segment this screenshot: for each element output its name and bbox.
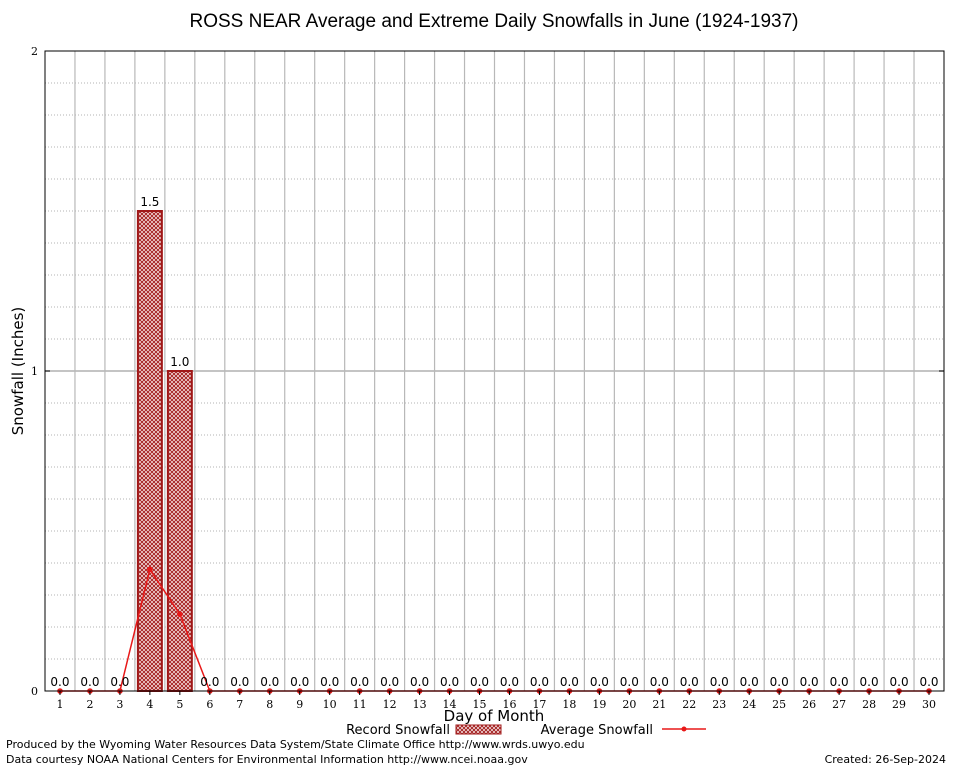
- x-tick-label: 11: [353, 698, 367, 711]
- record-value-label: 1.5: [140, 195, 159, 209]
- x-axis-ticks: 1 2 3 4 5 6 7 8 9 10 11 12 13 14 15 16 17 18 19 20 21 22 23 24 2…: [56, 691, 936, 711]
- x-tick-label: 24: [742, 698, 756, 711]
- record-value-label: 0.0: [680, 675, 699, 689]
- legend: Record Snowfall Average Snowfall: [346, 723, 706, 738]
- record-value-label: 0.0: [320, 675, 339, 689]
- average-point: [177, 611, 183, 617]
- record-value-label: 0.0: [620, 675, 639, 689]
- x-tick-label: 13: [413, 698, 427, 711]
- y-tick-label: 2: [31, 45, 38, 58]
- x-tick-label: 12: [383, 698, 397, 711]
- x-tick-label: 28: [862, 698, 876, 711]
- x-tick-label: 10: [323, 698, 337, 711]
- x-tick-label: 1: [56, 698, 63, 711]
- record-value-label: 0.0: [230, 675, 249, 689]
- x-tick-label: 3: [116, 698, 123, 711]
- record-value-label: 0.0: [410, 675, 429, 689]
- x-tick-label: 19: [592, 698, 606, 711]
- x-tick-label: 20: [622, 698, 636, 711]
- x-tick-label: 15: [473, 698, 487, 711]
- record-value-label: 0.0: [830, 675, 849, 689]
- data-labels: 0.0 0.0 0.0 1.5 1.0 0.0 0.0 0.0 0.0 0.0 0.0 0.0 0.0 0…: [50, 195, 938, 689]
- grid: [45, 51, 944, 691]
- footer-data-courtesy: Data courtesy NOAA National Centers for …: [6, 753, 528, 766]
- x-tick-label: 22: [682, 698, 696, 711]
- record-value-label: 0.0: [80, 675, 99, 689]
- x-tick-label: 23: [712, 698, 726, 711]
- record-value-label: 0.0: [919, 675, 938, 689]
- x-tick-label: 17: [532, 698, 546, 711]
- y-axis-ticks: 0 1 2: [31, 45, 944, 698]
- x-axis-label: Day of Month: [444, 707, 545, 725]
- legend-record-swatch: [455, 724, 502, 735]
- x-tick-label: 18: [562, 698, 576, 711]
- footer-created-date: Created: 26-Sep-2024: [825, 753, 946, 766]
- record-bar: [166, 370, 193, 692]
- record-value-label: 0.0: [710, 675, 729, 689]
- record-value-label: 0.0: [200, 675, 219, 689]
- y-tick-label: 1: [31, 365, 38, 378]
- x-tick-label: 29: [892, 698, 906, 711]
- x-tick-label: 27: [832, 698, 846, 711]
- x-tick-label: 30: [922, 698, 936, 711]
- record-value-label: 0.0: [860, 675, 879, 689]
- x-tick-label: 4: [146, 698, 153, 711]
- y-axis-label: Snowfall (Inches): [9, 307, 27, 435]
- average-point: [147, 566, 153, 573]
- legend-average-label: Average Snowfall: [541, 723, 653, 738]
- record-bar: [136, 210, 163, 692]
- y-tick-label: 0: [31, 685, 38, 698]
- x-tick-label: 25: [772, 698, 786, 711]
- x-tick-label: 21: [652, 698, 666, 711]
- record-value-label: 0.0: [740, 675, 759, 689]
- x-tick-label: 14: [443, 698, 457, 711]
- record-value-label: 0.0: [380, 675, 399, 689]
- x-tick-label: 8: [266, 698, 273, 711]
- record-value-label: 1.0: [170, 355, 189, 369]
- record-value-label: 0.0: [650, 675, 669, 689]
- record-value-label: 0.0: [440, 675, 459, 689]
- x-tick-label: 2: [86, 698, 93, 711]
- record-value-label: 0.0: [350, 675, 369, 689]
- x-tick-label: 7: [236, 698, 243, 711]
- x-tick-label: 9: [296, 698, 303, 711]
- x-tick-label: 26: [802, 698, 816, 711]
- x-tick-label: 5: [176, 698, 183, 711]
- record-value-label: 0.0: [560, 675, 579, 689]
- record-value-label: 0.0: [470, 675, 489, 689]
- record-value-label: 0.0: [800, 675, 819, 689]
- record-value-label: 0.0: [50, 675, 69, 689]
- x-tick-label: 16: [502, 698, 516, 711]
- record-value-label: 0.0: [590, 675, 609, 689]
- legend-record-label: Record Snowfall: [346, 723, 450, 738]
- record-value-label: 0.0: [770, 675, 789, 689]
- chart-title: ROSS NEAR Average and Extreme Daily Snow…: [189, 11, 798, 32]
- record-value-label: 0.0: [110, 675, 129, 689]
- x-tick-label: 6: [206, 698, 213, 711]
- footer-produced-by: Produced by the Wyoming Water Resources …: [6, 738, 585, 751]
- legend-average-marker: [681, 726, 687, 732]
- record-value-label: 0.0: [890, 675, 909, 689]
- record-value-label: 0.0: [290, 675, 309, 689]
- record-value-label: 0.0: [500, 675, 519, 689]
- record-value-label: 0.0: [260, 675, 279, 689]
- record-value-label: 0.0: [530, 675, 549, 689]
